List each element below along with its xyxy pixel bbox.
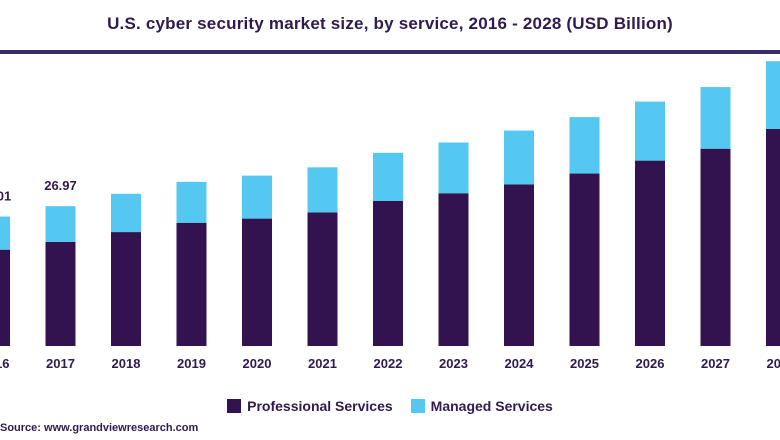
bar-managed-services-2025 xyxy=(569,117,600,174)
bar-managed-services-2027 xyxy=(700,87,731,149)
bar-professional-services-2016 xyxy=(0,249,10,346)
x-tick-label-2016: 2016 xyxy=(0,356,9,371)
bar-professional-services-2017 xyxy=(45,241,76,346)
legend-entry-professional-services: Professional Services xyxy=(227,398,393,414)
bar-professional-services-2027 xyxy=(700,148,731,346)
x-tick-label-2026: 2026 xyxy=(636,356,665,371)
source-note: Source: www.grandviewresearch.com xyxy=(0,422,199,434)
x-tick-label-2024: 2024 xyxy=(505,356,535,371)
x-tick-label-2025: 2025 xyxy=(570,356,599,371)
data-label-2017: 26.97 xyxy=(44,178,77,193)
bar-managed-services-2021 xyxy=(307,167,338,213)
bar-professional-services-2020 xyxy=(242,218,272,346)
chart-legend: Professional Services Managed Services xyxy=(0,395,780,417)
x-tick-label-2027: 2027 xyxy=(701,356,730,371)
bar-professional-services-2018 xyxy=(111,232,141,346)
legend-swatch-managed-services xyxy=(410,399,425,413)
x-tick-label-2017: 2017 xyxy=(46,356,75,371)
bar-professional-services-2026 xyxy=(635,160,665,346)
bar-professional-services-2028 xyxy=(766,129,780,346)
x-tick-label-2023: 2023 xyxy=(439,356,468,371)
bar-professional-services-2021 xyxy=(307,212,338,346)
x-tick-label-2022: 2022 xyxy=(374,356,403,371)
bar-managed-services-2028 xyxy=(766,61,780,130)
x-tick-label-2021: 2021 xyxy=(308,356,337,371)
bar-managed-services-2018 xyxy=(111,193,141,233)
x-tick-label-2018: 2018 xyxy=(112,356,141,371)
bar-professional-services-2023 xyxy=(438,193,469,346)
title-divider xyxy=(0,50,780,54)
legend-label-managed-services: Managed Services xyxy=(430,398,553,414)
bar-managed-services-2023 xyxy=(438,142,469,194)
legend-entry-managed-services: Managed Services xyxy=(410,398,553,414)
legend-label-professional-services: Professional Services xyxy=(247,398,393,414)
bar-managed-services-2017 xyxy=(45,206,76,242)
bar-managed-services-2026 xyxy=(635,101,665,161)
x-tick-label-2019: 2019 xyxy=(177,356,206,371)
bar-managed-services-2016 xyxy=(0,216,10,250)
bar-managed-services-2024 xyxy=(504,130,534,185)
bar-professional-services-2019 xyxy=(176,222,207,346)
x-tick-label-2020: 2020 xyxy=(243,356,272,371)
legend-swatch-professional-services xyxy=(227,399,242,413)
bar-managed-services-2020 xyxy=(242,175,272,219)
bar-managed-services-2019 xyxy=(176,181,207,223)
x-tick-label-2028: 2028 xyxy=(767,356,780,371)
bar-managed-services-2022 xyxy=(373,152,403,201)
bar-chart: 2016 2017 2018 2019 2020 2021 2022 2023 2024 2025… xyxy=(0,61,780,371)
bar-professional-services-2025 xyxy=(569,173,600,346)
bar-professional-services-2024 xyxy=(504,184,534,346)
data-label-2016: 25.01 xyxy=(0,189,11,204)
chart-title: U.S. cyber security market size, by serv… xyxy=(107,14,673,33)
bar-professional-services-2022 xyxy=(373,201,403,346)
